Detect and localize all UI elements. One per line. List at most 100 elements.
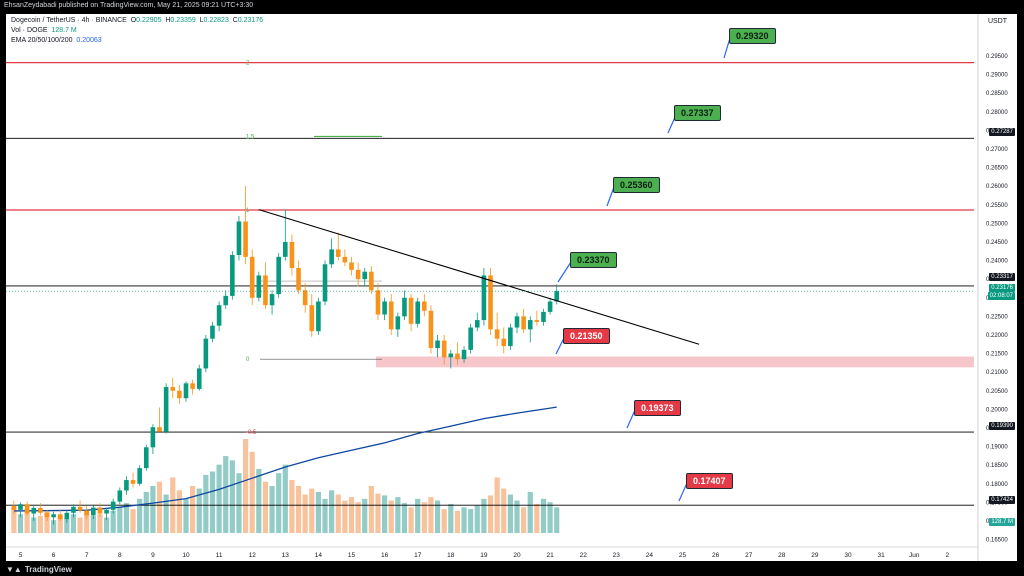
candle-body <box>44 512 50 518</box>
candle-body <box>190 383 195 389</box>
volume-bar <box>97 514 103 533</box>
y-tick-label: 0.18500 <box>986 463 1008 469</box>
candle-countdown: 02:08:07 <box>987 292 1015 300</box>
y-tick-label: 0.25000 <box>986 221 1008 227</box>
candle-body <box>124 480 129 491</box>
target-tag-0-23370: 0.23370 <box>570 252 617 268</box>
candle-body <box>422 301 427 311</box>
volume-bar <box>382 495 388 533</box>
candle-body <box>514 316 520 328</box>
volume-bar <box>64 518 70 533</box>
volume-bar <box>203 474 209 533</box>
support-tag-0-17407: 0.17407 <box>686 473 733 489</box>
candle-body <box>203 338 209 369</box>
price-chart[interactable]: 0.165000.170000.175000.180000.185000.190… <box>6 14 1017 561</box>
support-tag-0-21350: 0.21350 <box>563 328 610 344</box>
fib-level-label: -0.5 <box>246 430 257 436</box>
volume-bar <box>421 502 427 533</box>
x-tick-label: 13 <box>282 552 290 559</box>
volume-bar <box>368 486 374 533</box>
volume-bar <box>375 493 381 533</box>
x-tick-label: 23 <box>613 552 621 559</box>
candle-body <box>534 320 540 322</box>
volume-bar <box>242 439 249 533</box>
volume-bar <box>547 502 553 533</box>
candle-body <box>216 305 222 326</box>
volume-bar <box>150 486 156 533</box>
x-tick-label: 22 <box>580 552 588 559</box>
volume-bar <box>216 464 222 533</box>
publisher-line: EhsanZeydabadi published on TradingView.… <box>4 2 254 9</box>
candle-body <box>157 427 162 432</box>
candle-body <box>170 387 176 391</box>
y-tick-label: 0.26500 <box>986 166 1008 172</box>
volume-value: 128.7 M <box>51 27 77 34</box>
volume-bar <box>282 464 288 533</box>
candle-body <box>382 301 387 315</box>
volume-bar <box>24 509 30 533</box>
volume-bar <box>236 473 242 533</box>
ema200-line <box>13 406 557 512</box>
volume-bar <box>130 509 136 533</box>
tradingview-logo[interactable]: ▼▲ TradingView <box>6 565 72 574</box>
x-tick-label: 9 <box>151 552 155 559</box>
tag-pointer-line <box>557 261 572 283</box>
volume-bar <box>90 515 96 533</box>
volume-bar <box>84 511 90 533</box>
candle-body <box>11 506 17 510</box>
x-tick-label: 29 <box>811 552 819 559</box>
volume-bar <box>249 451 255 533</box>
candle-body <box>289 241 295 268</box>
volume-bar <box>31 517 37 533</box>
candle-body <box>402 297 407 317</box>
target-tag-0-27337: 0.27337 <box>674 105 721 121</box>
volume-bar <box>289 480 295 533</box>
x-tick-label: 31 <box>877 552 885 559</box>
x-tick-label: 11 <box>216 552 223 559</box>
candle-body <box>527 320 533 330</box>
volume-bar <box>322 498 328 533</box>
currency-label: USDT <box>987 18 1007 25</box>
volume-bar <box>554 507 560 533</box>
candle-body <box>283 241 288 257</box>
volume-bar <box>540 498 547 533</box>
volume-bar <box>527 491 533 533</box>
target-tag-0-29320: 0.29320 <box>729 28 776 44</box>
support-tag-0-19373: 0.19373 <box>634 400 681 416</box>
x-tick-label: 17 <box>414 552 422 559</box>
ema-value: 0.20063 <box>76 37 102 44</box>
x-tick-label: 30 <box>844 552 852 559</box>
candle-body <box>18 504 23 510</box>
target-tag-0-25360: 0.25360 <box>613 177 660 193</box>
fib-level-label: 0 <box>246 357 250 363</box>
volume-bar <box>415 498 421 533</box>
volume-bar <box>514 500 520 533</box>
volume-bar <box>329 490 335 533</box>
candle-body <box>302 290 308 306</box>
x-tick-label: 10 <box>182 552 190 559</box>
y-tick-label: 0.27000 <box>986 147 1008 153</box>
volume-bar <box>441 509 447 533</box>
x-tick-label: Jun <box>909 552 920 559</box>
candle-body <box>375 290 381 315</box>
tag-pointer-line <box>626 409 636 429</box>
volume-bar <box>103 517 110 533</box>
candle-body <box>435 340 440 348</box>
level-label-0-23317: 0.23317 <box>989 273 1015 281</box>
volume-bar <box>44 511 50 533</box>
x-tick-label: 5 <box>19 552 23 559</box>
candle-body <box>494 329 500 339</box>
volume-bar <box>309 488 315 533</box>
x-tick-label: 6 <box>52 552 56 559</box>
volume-bar <box>348 497 355 533</box>
candle-body <box>31 507 37 514</box>
volume-bar <box>401 503 408 533</box>
chart-panel[interactable]: 0.165000.170000.175000.180000.185000.190… <box>6 14 1017 561</box>
candle-body <box>183 383 189 399</box>
x-tick-label: 12 <box>249 552 257 559</box>
volume-bar <box>362 498 368 533</box>
y-tick-label: 0.16500 <box>986 538 1008 544</box>
tag-pointer-line <box>555 337 565 355</box>
candle-body <box>137 468 142 484</box>
descending-trendline <box>258 209 700 345</box>
